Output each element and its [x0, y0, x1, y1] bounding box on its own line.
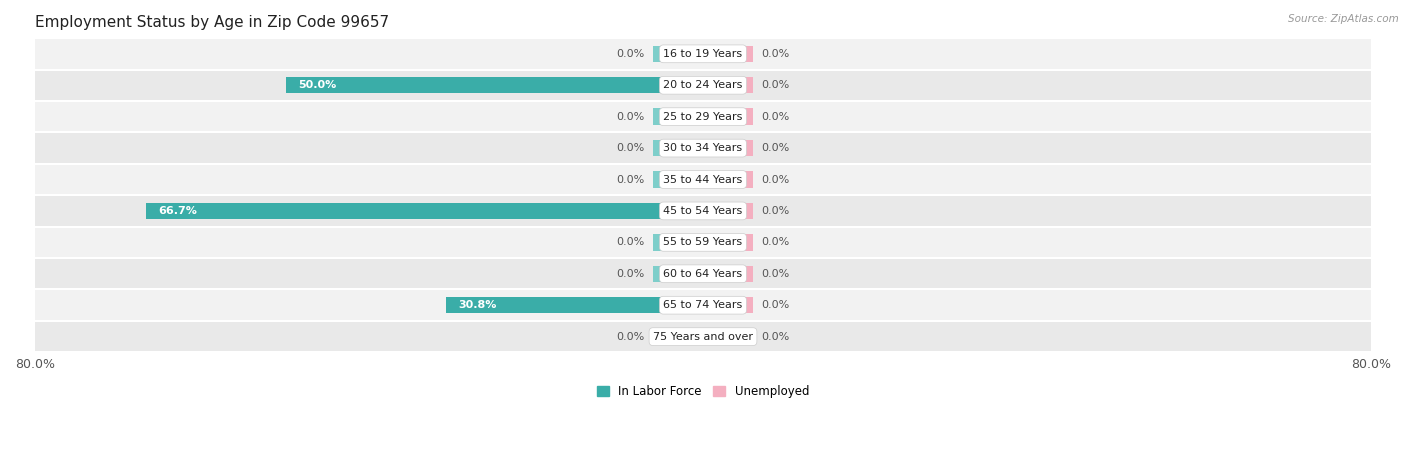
Text: 30 to 34 Years: 30 to 34 Years [664, 143, 742, 153]
Bar [35, 227, 1371, 258]
Bar [703, 266, 754, 282]
Bar [652, 328, 703, 345]
Text: Employment Status by Age in Zip Code 99657: Employment Status by Age in Zip Code 996… [35, 15, 389, 30]
Bar [703, 46, 754, 62]
Bar [35, 290, 1371, 321]
Bar [146, 203, 703, 219]
Bar [652, 46, 703, 62]
Bar [285, 77, 703, 93]
Bar [35, 258, 1371, 290]
Text: 55 to 59 Years: 55 to 59 Years [664, 237, 742, 247]
Text: 25 to 29 Years: 25 to 29 Years [664, 112, 742, 122]
Bar [35, 321, 1371, 352]
Bar [703, 77, 754, 93]
Text: 0.0%: 0.0% [762, 300, 790, 310]
Bar [35, 195, 1371, 227]
Text: 0.0%: 0.0% [762, 80, 790, 90]
Bar [652, 140, 703, 156]
Bar [35, 133, 1371, 164]
Bar [35, 164, 1371, 195]
Bar [652, 171, 703, 188]
Text: 0.0%: 0.0% [762, 237, 790, 247]
Legend: In Labor Force, Unemployed: In Labor Force, Unemployed [592, 381, 814, 403]
Text: 65 to 74 Years: 65 to 74 Years [664, 300, 742, 310]
Bar [652, 109, 703, 125]
Text: 0.0%: 0.0% [616, 269, 644, 279]
Text: 66.7%: 66.7% [159, 206, 197, 216]
Text: 0.0%: 0.0% [762, 206, 790, 216]
Bar [35, 38, 1371, 69]
Bar [703, 109, 754, 125]
Text: 30.8%: 30.8% [458, 300, 496, 310]
Text: Source: ZipAtlas.com: Source: ZipAtlas.com [1288, 14, 1399, 23]
Text: 35 to 44 Years: 35 to 44 Years [664, 175, 742, 184]
Text: 0.0%: 0.0% [762, 331, 790, 341]
Bar [703, 234, 754, 250]
Text: 0.0%: 0.0% [616, 143, 644, 153]
Bar [652, 266, 703, 282]
Text: 0.0%: 0.0% [762, 112, 790, 122]
Bar [703, 328, 754, 345]
Text: 0.0%: 0.0% [762, 269, 790, 279]
Bar [703, 297, 754, 313]
Text: 20 to 24 Years: 20 to 24 Years [664, 80, 742, 90]
Text: 0.0%: 0.0% [762, 49, 790, 59]
Bar [703, 140, 754, 156]
Text: 0.0%: 0.0% [762, 143, 790, 153]
Text: 0.0%: 0.0% [616, 175, 644, 184]
Text: 0.0%: 0.0% [616, 331, 644, 341]
Text: 0.0%: 0.0% [616, 237, 644, 247]
Bar [446, 297, 703, 313]
Text: 60 to 64 Years: 60 to 64 Years [664, 269, 742, 279]
Text: 16 to 19 Years: 16 to 19 Years [664, 49, 742, 59]
Text: 0.0%: 0.0% [762, 175, 790, 184]
Text: 50.0%: 50.0% [298, 80, 336, 90]
Text: 75 Years and over: 75 Years and over [652, 331, 754, 341]
Text: 0.0%: 0.0% [616, 112, 644, 122]
Bar [35, 69, 1371, 101]
Bar [703, 171, 754, 188]
Bar [652, 234, 703, 250]
Bar [35, 101, 1371, 133]
Text: 45 to 54 Years: 45 to 54 Years [664, 206, 742, 216]
Bar [703, 203, 754, 219]
Text: 0.0%: 0.0% [616, 49, 644, 59]
